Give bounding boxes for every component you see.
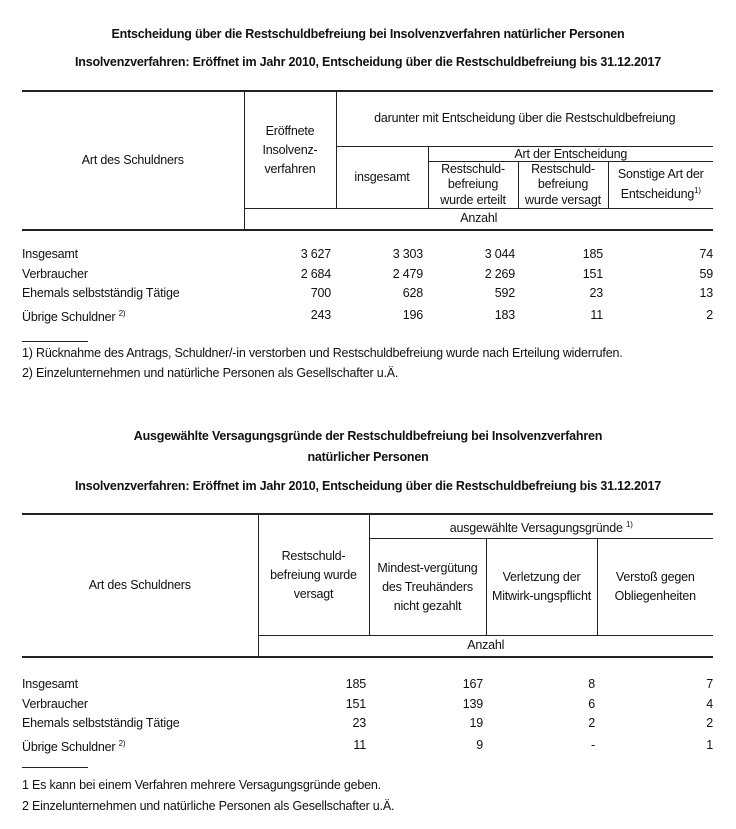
cell-value: 2 684	[300, 266, 331, 281]
footnote-divider	[22, 767, 88, 768]
row-label: Verbraucher	[22, 266, 88, 281]
cell-value: 185	[345, 677, 366, 691]
header-opened: Eröffnete Insolvenz-verfahren	[243, 90, 337, 209]
cell-value: 11	[353, 737, 366, 752]
cell-value: 2 479	[392, 266, 423, 281]
cell-value: 2	[588, 716, 595, 730]
cell-value: 151	[582, 266, 603, 281]
row-label: Insgesamt	[22, 247, 78, 261]
header-subgroup: Art der Entscheidung	[427, 145, 714, 162]
table-row: Ehemals selbstständig Tätige 700 628 592 23 1…	[22, 284, 713, 304]
cell-value: 1	[706, 737, 713, 752]
footnote-divider	[22, 341, 88, 342]
table1-subtitle: Insolvenzverfahren: Eröffnet im Jahr 201…	[75, 55, 661, 69]
cell-value: 196	[402, 307, 423, 322]
cell-value: 243	[310, 307, 331, 322]
header-other: Sonstige Art der Entscheidung1)	[607, 160, 714, 209]
table-row: Ehemals selbstständig Tätige 23 19 2 2	[22, 714, 713, 734]
table-row: Verbraucher 151 139 6 4	[22, 695, 713, 715]
header-row-label: Art des Schuldners	[22, 90, 245, 230]
cell-value: 11	[590, 307, 603, 322]
table1-title: Entscheidung über die Restschuldbefreiun…	[111, 27, 625, 41]
table2-title-line2: natürlicher Personen	[307, 450, 429, 464]
cell-value: 19	[469, 716, 483, 730]
cell-value: 59	[699, 266, 713, 281]
row-label: Insgesamt	[22, 677, 78, 691]
cell-value: 185	[582, 247, 603, 261]
cell-value: 2	[706, 307, 713, 322]
cell-value: 3 044	[484, 247, 515, 261]
cell-value: 4	[706, 696, 713, 711]
table2-footnote-1: 1 Es kann bei einem Verfahren mehrere Ve…	[22, 778, 381, 792]
table1-footnote-1: 1) Rücknahme des Antrags, Schuldner/-in …	[22, 346, 623, 360]
header-obligations: Verstoß gegen Obliegenheiten	[596, 538, 714, 637]
cell-value: -	[591, 737, 595, 752]
cell-value: 167	[462, 677, 483, 691]
table2-title: Ausgewählte Versagungsgründe der Restsch…	[133, 429, 603, 443]
cell-value: 8	[588, 677, 595, 691]
table1-header: Art des Schuldners Eröffnete Insolvenz-v…	[22, 90, 714, 231]
cell-value: 7	[706, 677, 713, 691]
cell-value: 13	[699, 286, 713, 300]
table1-footnote-2: 2) Einzelunternehmen und natürliche Pers…	[22, 366, 399, 380]
cell-value: 3 303	[392, 247, 423, 261]
header-row-label: Art des Schuldners	[22, 513, 259, 657]
cell-value: 74	[699, 247, 713, 261]
cell-value: 139	[462, 696, 483, 711]
cell-value: 2 269	[484, 266, 515, 281]
header-group: darunter mit Entscheidung über die Rests…	[335, 91, 714, 147]
row-label: Ehemals selbstständig Tätige	[22, 716, 180, 730]
cell-value: 3 627	[300, 247, 331, 261]
table-row: Insgesamt 185 167 8 7	[22, 675, 713, 695]
cell-value: 9	[476, 737, 483, 752]
table-row: Verbraucher 2 684 2 479 2 269 151 59	[22, 265, 713, 285]
header-denied: Restschuld-befreiung wurde versagt	[517, 160, 609, 209]
cell-value: 23	[589, 286, 603, 300]
table2-header: Art des Schuldners Restschuld-befreiung …	[22, 513, 714, 658]
header-unit: Anzahl	[243, 208, 714, 230]
table-row: Übrige Schuldner 2) 11 9 - 1	[22, 734, 713, 758]
table-row: Insgesamt 3 627 3 303 3 044 185 74	[22, 245, 713, 265]
header-group: ausgewählte Versagungsgründe 1)	[368, 514, 714, 540]
table2-body: Insgesamt 185 167 8 7 Verbraucher 151 139 6 4 Ehem…	[22, 675, 713, 757]
cell-value: 592	[494, 286, 515, 300]
table1-body: Insgesamt 3 627 3 303 3 044 185 74 Verbraucher…	[22, 245, 713, 327]
table2-subtitle: Insolvenzverfahren: Eröffnet im Jahr 201…	[75, 479, 661, 493]
row-label: Verbraucher	[22, 696, 88, 711]
table-row: Übrige Schuldner 2) 243 196 183 11 2	[22, 304, 713, 328]
cell-value: 6	[588, 696, 595, 711]
cell-value: 151	[345, 696, 366, 711]
cell-value: 700	[310, 286, 331, 300]
header-unit: Anzahl	[257, 635, 714, 657]
header-cooperation: Verletzung der Mitwirk-ungspflicht	[485, 538, 598, 637]
cell-value: 23	[352, 716, 366, 730]
row-label: Übrige Schuldner 2)	[22, 738, 126, 754]
row-label: Übrige Schuldner 2)	[22, 308, 126, 324]
cell-value: 2	[706, 716, 713, 730]
header-fee: Mindest-vergütung des Treuhänders nicht …	[368, 538, 487, 637]
cell-value: 628	[402, 286, 423, 300]
cell-value: 183	[494, 307, 515, 322]
header-denied: Restschuld-befreiung wurde versagt	[257, 513, 370, 637]
header-granted: Restschuld-befreiung wurde erteilt	[427, 160, 519, 209]
row-label: Ehemals selbstständig Tätige	[22, 286, 180, 300]
header-total: insgesamt	[335, 145, 429, 209]
table2-footnote-2: 2 Einzelunternehmen und natürliche Perso…	[22, 799, 395, 813]
